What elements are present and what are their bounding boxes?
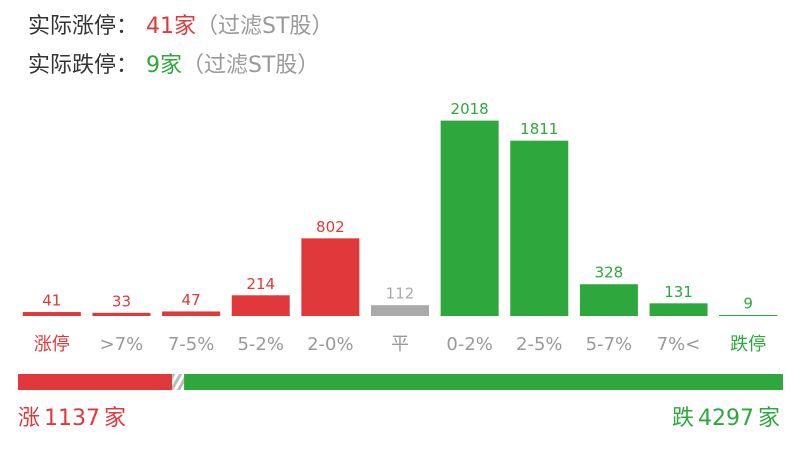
value-label: 131 xyxy=(664,283,693,301)
bar xyxy=(440,120,499,316)
fall-bar xyxy=(184,374,784,390)
header-count: 41 xyxy=(146,14,174,39)
value-label: 41 xyxy=(42,292,61,310)
header-line: 实际跌停： 9家（过滤ST股） xyxy=(28,53,319,78)
header-note: （过滤ST股） xyxy=(182,53,319,78)
ratio-gap xyxy=(172,374,185,390)
x-tick-label: 平 xyxy=(391,334,409,355)
header-unit: 家 xyxy=(174,14,196,39)
fall-label: 跌 xyxy=(672,406,694,431)
bar xyxy=(649,303,708,316)
value-label: 33 xyxy=(112,292,131,310)
x-tick-label: 2-0% xyxy=(307,334,354,355)
x-tick-label: 0-2% xyxy=(446,334,493,355)
x-tick-label: 7-5% xyxy=(168,334,215,355)
value-label: 47 xyxy=(182,291,201,309)
x-tick-label: 2-5% xyxy=(516,334,563,355)
fall-value: 4297 xyxy=(698,406,754,431)
value-label: 214 xyxy=(246,275,275,293)
header-unit: 家 xyxy=(160,53,182,78)
fall-unit: 家 xyxy=(758,406,780,431)
bar xyxy=(231,295,290,316)
bar xyxy=(371,305,429,316)
x-tick-label: 涨停 xyxy=(34,334,70,355)
fall-summary: 跌 4297 家 xyxy=(672,406,780,431)
rise-label: 涨 xyxy=(18,406,40,431)
value-label: 802 xyxy=(316,218,345,236)
x-tick-label: >7% xyxy=(100,334,144,355)
value-label: 9 xyxy=(743,295,753,313)
bar xyxy=(510,140,569,316)
bar xyxy=(92,312,151,316)
x-tick-label: 7%< xyxy=(657,334,701,355)
x-tick-label: 跌停 xyxy=(730,334,766,355)
value-label: 112 xyxy=(386,285,415,303)
value-label: 328 xyxy=(595,264,624,282)
value-label: 2018 xyxy=(451,100,489,118)
bar xyxy=(162,311,221,316)
bar xyxy=(301,238,360,316)
header-label: 实际涨停： xyxy=(28,14,138,39)
bar xyxy=(719,315,778,316)
value-label: 1811 xyxy=(520,120,558,138)
x-tick-label: 5-2% xyxy=(237,334,284,355)
rise-summary: 涨 1137 家 xyxy=(18,406,126,431)
header-note: （过滤ST股） xyxy=(196,14,333,39)
rise-unit: 家 xyxy=(104,406,126,431)
header-count: 9 xyxy=(146,53,160,78)
rise-bar xyxy=(18,374,173,390)
x-tick-label: 5-7% xyxy=(586,334,633,355)
header-label: 实际跌停： xyxy=(28,53,138,78)
bar xyxy=(22,312,81,316)
bar xyxy=(579,284,638,316)
rise-value: 1137 xyxy=(44,406,100,431)
header-line: 实际涨停： 41家（过滤ST股） xyxy=(28,14,333,39)
